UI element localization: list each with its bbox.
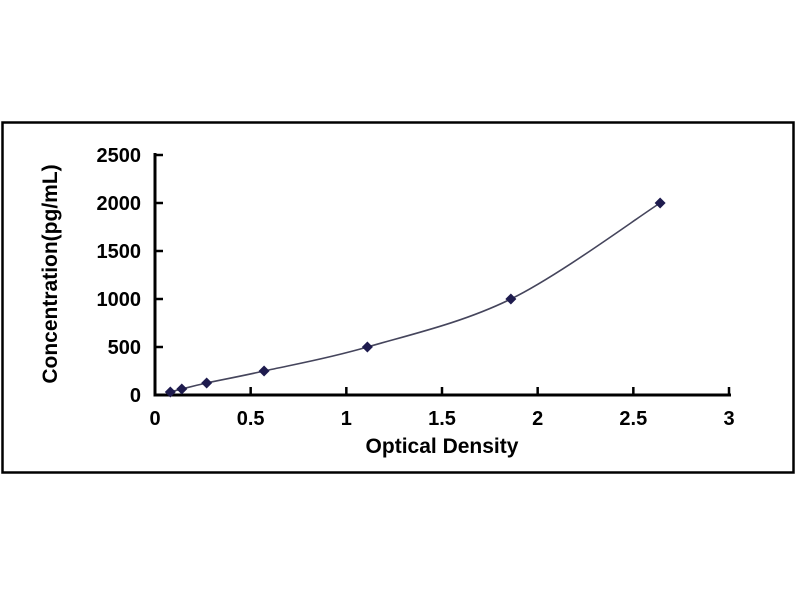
data-point-marker	[505, 293, 517, 305]
data-point-marker	[164, 386, 176, 398]
y-tick-label: 2000	[97, 193, 142, 215]
data-point-marker	[201, 377, 213, 389]
y-tick-label: 1000	[97, 289, 142, 311]
x-tick-label: 2.5	[619, 408, 647, 430]
x-tick-label: 3	[723, 408, 734, 430]
chart-frame	[1, 121, 795, 474]
y-axis-tick-labels: 0 500 1000 1500 2000 2500	[97, 145, 142, 407]
data-point-marker	[361, 341, 373, 353]
x-tick-label: 1.5	[428, 408, 456, 430]
x-tick-label: 0	[149, 408, 160, 430]
x-tick-label: 0.5	[237, 408, 265, 430]
y-axis-title: Concentration(pg/mL)	[39, 164, 62, 383]
x-tick-label: 1	[341, 408, 352, 430]
x-tick-label: 2	[532, 408, 543, 430]
y-axis-ticks	[155, 153, 163, 397]
x-axis-tick-labels: 0 0.5 1 1.5 2 2.5 3	[149, 408, 734, 430]
data-point-marker	[176, 383, 188, 395]
y-tick-label: 500	[108, 337, 141, 359]
data-point-marker	[258, 365, 270, 377]
x-axis-title: Optical Density	[366, 435, 519, 458]
data-point-marker	[654, 197, 666, 209]
data-series	[164, 197, 666, 398]
y-tick-label: 2500	[97, 145, 142, 167]
y-tick-label: 1500	[97, 241, 142, 263]
x-axis-ticks	[153, 387, 731, 395]
y-tick-label: 0	[130, 385, 141, 407]
